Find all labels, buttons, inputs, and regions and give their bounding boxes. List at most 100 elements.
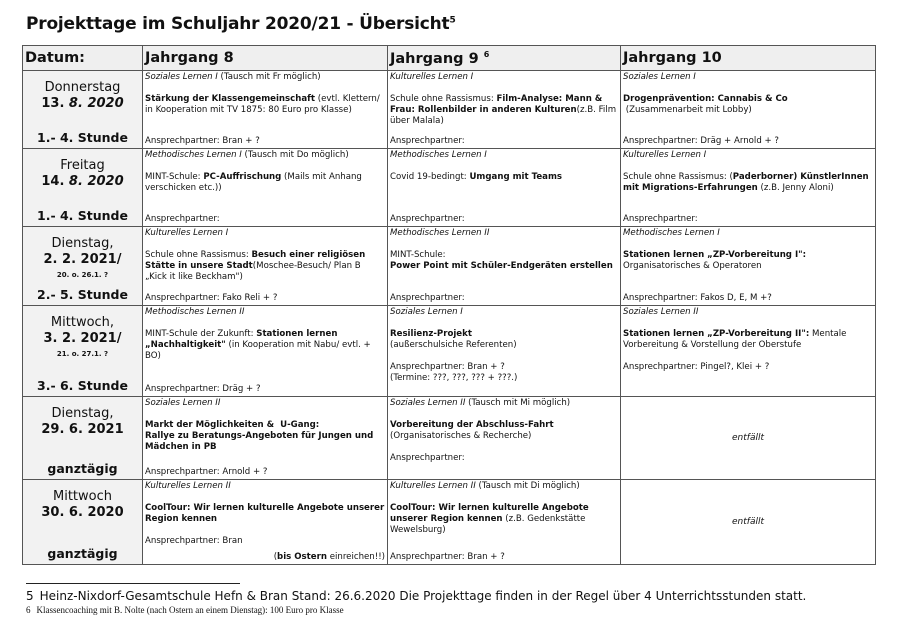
lesson-time: ganztägig [47,461,118,476]
contact-person: Ansprechpartner: Arnold + ? [145,467,268,477]
category-name: Kulturelles Lernen I [145,228,229,238]
project-title: PC-Auffrischung [203,172,282,182]
date-bold: 13. [41,96,65,111]
project-cell: Methodisches Lernen I (Tausch mit Do mög… [142,148,388,227]
date-bold: 30. 6. 2020 [41,505,124,520]
header-row: Datum: Jahrgang 8 Jahrgang 9 6 Jahrgang 10 [22,45,876,71]
swap-note: (Tausch mit Mi möglich) [465,398,571,408]
contact-person: Ansprechpartner: Dräg + ? [145,384,261,394]
category-name: Methodisches Lernen II [390,228,490,238]
column-header: Jahrgang 9 6 [387,45,621,71]
swap-note: (Tausch mit Fr möglich) [217,72,321,82]
contact-person: Ansprechpartner: Fakos D, E, M +? [623,293,772,303]
project-cell: Soziales Lernen II (Tausch mit Mi möglic… [387,396,621,480]
category: Kulturelles Lernen II (Tausch mit Di mög… [390,481,618,492]
project-cell: Methodisches Lernen I Stationen lernen „Z… [620,226,876,306]
category: Soziales Lernen I (Tausch mit Fr möglich… [145,72,385,83]
date-bold: 14. [41,174,65,189]
column-header-label: Jahrgang 10 [623,50,722,66]
category: Soziales Lernen II [623,307,873,318]
contact-person: Ansprechpartner: Fako Reli + ? [145,293,278,303]
project-detail: (in Kooperation mit Nabu/ evtl. + BO) [145,340,374,361]
lesson-time: 1.- 4. Stunde [37,208,128,223]
lesson-time: 3.- 6. Stunde [37,378,128,393]
alternative-dates: 21. o. 27.1. ? [56,350,109,358]
project-description: Vorbereitung der Abschluss-Fahrt (Organi… [390,420,618,464]
category: Soziales Lernen I [623,72,873,83]
project-title: Resilienz-Projekt [390,329,472,339]
column-header-label: Jahrgang 9 [390,50,479,67]
project-title: Besuch einer religiösen Stätte in unsere… [145,250,369,271]
category-name: Soziales Lernen II [390,398,466,408]
contact-person: Ansprechpartner: Dräg + Arnold + ? [623,136,779,146]
category: Kulturelles Lernen I [145,228,385,239]
category: Kulturelles Lernen I [623,150,873,161]
category-name: Methodisches Lernen II [145,307,245,317]
weekday: Dienstag, [51,236,114,251]
date-cell: Dienstag, 2. 2. 2021/20. o. 26.1. ? 2.- 5.… [22,226,143,306]
contact-person: Ansprechpartner: Bran + ? [145,136,260,146]
project-detail: Covid 19-bedingt: [390,172,470,182]
date-cell: Dienstag, 29. 6. 2021 ganztägig [22,396,143,480]
project-detail: Schule ohne Rassismus: ( [623,172,733,182]
table-row: Dienstag, 29. 6. 2021 ganztägig Soziales Le… [22,396,876,480]
title-text: Projekttage im Schuljahr 2020/21 - Übers… [26,14,450,34]
project-detail: (Zusammenarbeit mit Lobby) [625,105,752,115]
cancelled-label: entfällt [732,516,764,527]
project-cell: Soziales Lernen I Resilienz-Projekt (auße… [387,305,621,397]
contact-person: Ansprechpartner: [390,136,465,146]
project-description: MINT-Schule der Zukunft: Stationen lerne… [145,329,385,362]
project-description: Markt der Möglichkeiten & U-Gang: Rallye… [145,420,385,453]
alternative-dates: 20. o. 26.1. ? [56,271,109,279]
project-cell: Kulturelles Lernen I Schule ohne Rassismu… [620,148,876,227]
category-name: Soziales Lernen I [145,72,218,82]
project-description: Resilienz-Projekt (außerschulsiche Refer… [390,329,618,384]
project-cell: Soziales Lernen II Markt der Möglichkeite… [142,396,388,480]
project-description: Stationen lernen „ZP-Vorbereitung II": M… [623,329,873,373]
project-cell: Kulturelles Lernen I Schule ohne Rassismu… [142,226,388,306]
category-name: Soziales Lernen II [623,307,699,317]
weekday: Freitag [60,158,105,173]
project-cell: Soziales Lernen I (Tausch mit Fr möglich… [142,70,388,149]
table-row: Mittwoch 30. 6. 2020 ganztägig Kulturelles … [22,479,876,565]
deadline-bold: bis Ostern [277,552,327,562]
date-italic: 8. 2020 [64,174,124,189]
deadline-text: einreichen!!) [326,552,385,562]
category-name: Methodisches Lernen I [145,150,242,160]
category-name: Soziales Lernen I [390,307,463,317]
project-detail: (Moschee-Besuch/ Plan B „Kick it like Be… [145,261,364,282]
date-cell: Donnerstag 13. 8. 2020 1.- 4. Stunde [22,70,143,149]
category: Methodisches Lernen II [390,228,618,239]
project-detail: MINT-Schule der Zukunft: [145,329,257,339]
schedule-table: Datum: Jahrgang 8 Jahrgang 9 6 Jahrgang 10 … [22,45,876,565]
project-cell: Kulturelles Lernen I Schule ohne Rassismu… [387,70,621,149]
project-description: Covid 19-bedingt: Umgang mit Teams [390,172,618,183]
category: Methodisches Lernen II [145,307,385,318]
date: 30. 6. 2020 [23,505,142,520]
category: Kulturelles Lernen I [390,72,618,83]
category-name: Kulturelles Lernen I [623,150,707,160]
project-description: Stationen lernen „ZP-Vorbereitung I": Or… [623,250,873,272]
project-cell: Soziales Lernen I Drogenprävention: Canna… [620,70,876,149]
category: Soziales Lernen I [390,307,618,318]
column-header: Jahrgang 8 [142,45,388,71]
category-name: Kulturelles Lernen II [145,481,231,491]
project-detail: Ansprechpartner: Bran [145,536,243,546]
category-name: Kulturelles Lernen II [390,481,476,491]
project-detail: MINT-Schule: [145,172,204,182]
project-detail: Schule ohne Rassismus: [145,250,252,260]
project-title: Stationen lernen „ZP-Vorbereitung II": [623,329,810,339]
category: Methodisches Lernen I [390,150,618,161]
page-title: Projekttage im Schuljahr 2020/21 - Übers… [26,14,456,34]
table-row: Freitag 14. 8. 2020 1.- 4. Stunde Methodisc… [22,148,876,227]
project-description: Schule ohne Rassismus: Film-Analyse: Man… [390,94,618,127]
project-description: MINT-Schule: PC-Auffrischung (Mails mit … [145,172,385,194]
category-name: Soziales Lernen I [623,72,696,82]
contact-person: Ansprechpartner: [390,293,465,303]
date-bold: 2. 2. 2021/ [43,252,122,267]
project-cell: entfällt [620,396,876,480]
project-description: Stärkung der Klassengemeinschaft (evtl. … [145,94,385,116]
category: Methodisches Lernen I (Tausch mit Do mög… [145,150,385,161]
footnote-5: 5 Heinz-Nixdorf-Gesamtschule Hefn & Bran … [26,589,806,603]
project-detail: MINT-Schule: [390,250,446,260]
